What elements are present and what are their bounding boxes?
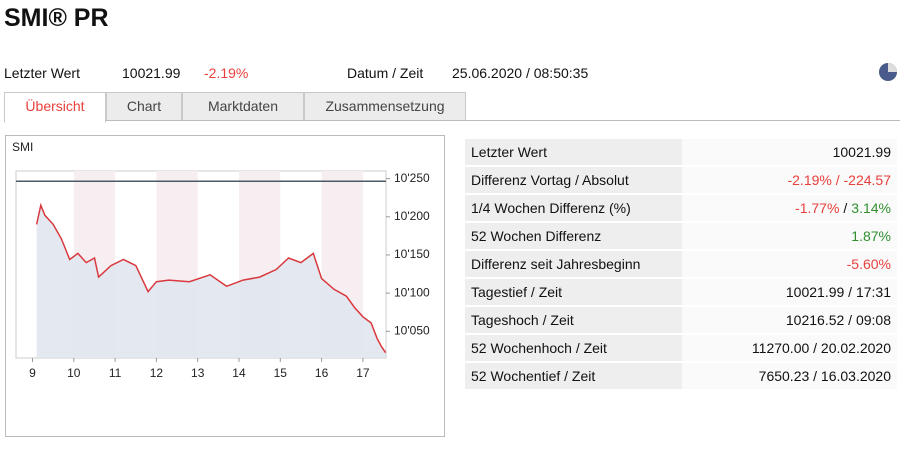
row-label: Tageshoch / Zeit xyxy=(465,307,682,333)
row-value: -5.60% xyxy=(682,251,897,277)
value-part: 10021.99 / 17:31 xyxy=(785,284,891,300)
row-value: 10021.99 xyxy=(682,139,897,165)
table-row: 52 Wochentief / Zeit 7650.23 / 16.03.2020 xyxy=(465,363,897,389)
table-row: 52 Wochen Differenz 1.87% xyxy=(465,223,897,249)
chart: SMI 10'050 10'100 10'150 10'200 10'250 9 10 11 1… xyxy=(12,140,430,380)
tab[interactable]: Chart xyxy=(106,92,182,120)
row-label: Differenz Vortag / Absolut xyxy=(465,167,682,193)
row-label: 52 Wochenhoch / Zeit xyxy=(465,335,682,361)
x-tick-label: 11 xyxy=(109,366,122,380)
table-row: Differenz Vortag / Absolut -2.19% / -224.… xyxy=(465,167,897,193)
label: Datum / Zeit xyxy=(347,65,424,81)
tab[interactable]: Übersicht xyxy=(4,92,106,123)
page-title: SMI® PR xyxy=(4,4,109,32)
y-tick-label: 10'100 xyxy=(394,285,430,299)
value: 25.06.2020 / 08:50:35 xyxy=(452,65,589,81)
y-tick-label: 10'150 xyxy=(394,247,430,261)
y-tick-label: 10'200 xyxy=(394,209,430,223)
value-part: -1.77% xyxy=(795,200,840,216)
table-row: Tageshoch / Zeit 10216.52 / 09:08 xyxy=(465,307,897,333)
x-tick-label: 15 xyxy=(274,366,288,380)
row-value: 7650.23 / 16.03.2020 xyxy=(682,363,897,389)
table-row: 1/4 Wochen Differenz (%) -1.77%/3.14% xyxy=(465,195,897,221)
globe-icon[interactable] xyxy=(878,62,898,82)
table-row: Letzter Wert 10021.99 xyxy=(465,139,897,165)
y-tick-label: 10'250 xyxy=(394,171,430,185)
tab-bar: Übersicht Chart Marktdaten Zusammensetzung xyxy=(4,90,900,123)
change: -2.19% xyxy=(204,65,249,81)
value-part: 11270.00 / 20.02.2020 xyxy=(751,340,891,356)
row-value: -2.19% / -224.57 xyxy=(682,167,897,193)
x-tick-label: 10 xyxy=(67,366,81,380)
value-part: -5.60% xyxy=(846,256,891,272)
table-row: Differenz seit Jahresbeginn -5.60% xyxy=(465,251,897,277)
table-row: 52 Wochenhoch / Zeit 11270.00 / 20.02.202… xyxy=(465,335,897,361)
value-part: / xyxy=(843,200,848,216)
row-value: 1.87% xyxy=(682,223,897,249)
summary: Letzter Wert 10021.99 -2.19% Datum / Zei… xyxy=(4,65,894,83)
x-tick-label: 16 xyxy=(315,366,329,380)
row-label: Tagestief / Zeit xyxy=(465,279,682,305)
value-part: -2.19% / -224.57 xyxy=(787,172,891,188)
row-value: 10216.52 / 09:08 xyxy=(682,307,897,333)
x-tick-label: 12 xyxy=(150,366,164,380)
chart-title: SMI xyxy=(12,140,33,154)
label: Letzter Wert xyxy=(4,65,80,81)
value-part: 10216.52 / 09:08 xyxy=(785,312,891,328)
value-part: 3.14% xyxy=(851,200,891,216)
value-part: 7650.23 / 16.03.2020 xyxy=(758,368,891,384)
value-part: 10021.99 xyxy=(832,144,891,160)
row-label: Letzter Wert xyxy=(465,139,682,165)
row-label: 52 Wochen Differenz xyxy=(465,223,682,249)
value: 10021.99 xyxy=(122,65,181,81)
tab[interactable]: Marktdaten xyxy=(182,92,304,120)
chart-panel: SMI 10'050 10'100 10'150 10'200 10'250 9 10 11 1… xyxy=(5,135,445,437)
table-row: Tagestief / Zeit 10021.99 / 17:31 xyxy=(465,279,897,305)
line xyxy=(35,202,387,354)
row-value: 11270.00 / 20.02.2020 xyxy=(682,335,897,361)
stats-table: Letzter Wert 10021.99 Differenz Vortag / A… xyxy=(465,137,897,391)
row-value: 10021.99 / 17:31 xyxy=(682,279,897,305)
row-label: Differenz seit Jahresbeginn xyxy=(465,251,682,277)
row-label: 52 Wochentief / Zeit xyxy=(465,363,682,389)
tab[interactable]: Zusammensetzung xyxy=(304,92,466,120)
x-tick-label: 13 xyxy=(191,366,205,380)
x-tick-label: 17 xyxy=(356,366,370,380)
x-tick-label: 14 xyxy=(232,366,246,380)
area xyxy=(36,205,386,358)
row-label: 1/4 Wochen Differenz (%) xyxy=(465,195,682,221)
value-part: 1.87% xyxy=(851,228,891,244)
x-tick-label: 9 xyxy=(29,366,36,380)
y-tick-label: 10'050 xyxy=(394,323,430,337)
row-value: -1.77%/3.14% xyxy=(682,195,897,221)
icon-shape xyxy=(888,63,897,72)
